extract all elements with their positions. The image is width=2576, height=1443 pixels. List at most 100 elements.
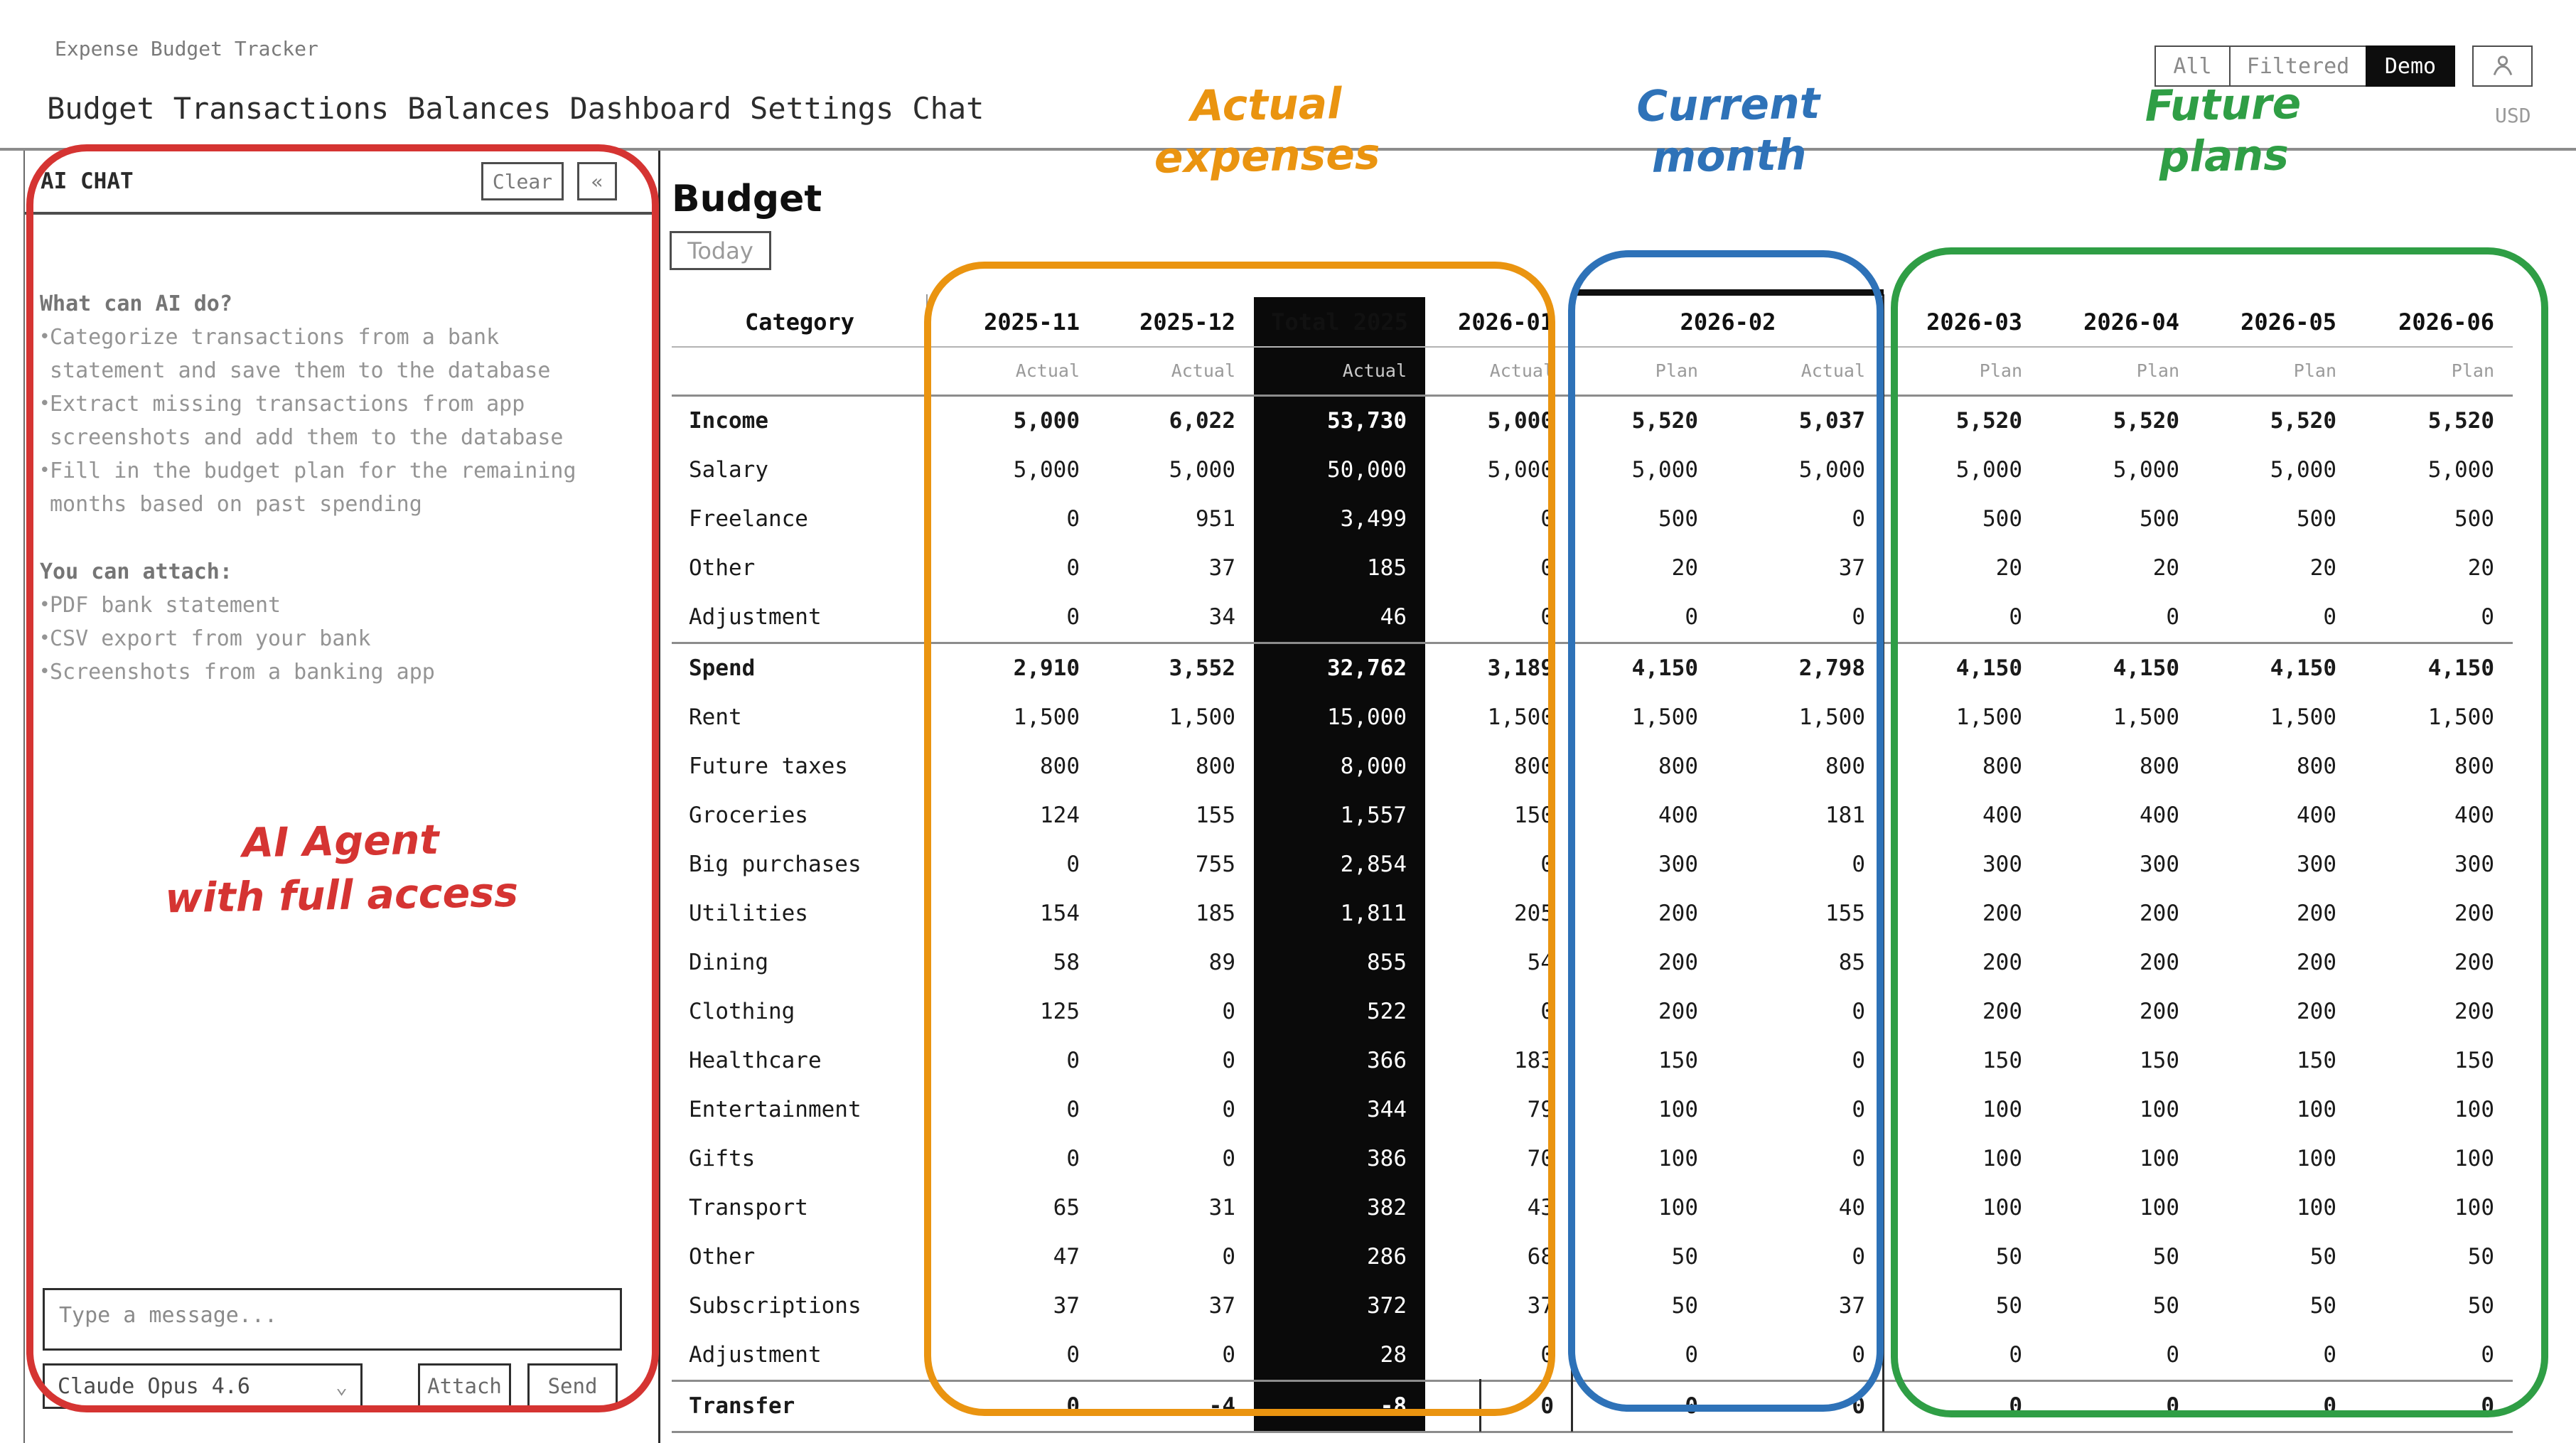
value-cell[interactable]: 50 <box>2152 1292 2180 1319</box>
value-cell[interactable]: 181 <box>1825 802 1866 828</box>
value-cell[interactable]: 0 <box>2323 1341 2337 1368</box>
value-cell[interactable]: 800 <box>2454 753 2495 779</box>
value-cell[interactable]: 400 <box>2454 802 2495 828</box>
value-cell[interactable]: 300 <box>1658 851 1698 877</box>
value-cell[interactable]: 50 <box>1995 1292 2023 1319</box>
value-cell[interactable]: 200 <box>2454 900 2495 926</box>
value-cell[interactable]: 800 <box>1982 753 2023 779</box>
value-cell[interactable]: 1,500 <box>1013 704 1080 730</box>
value-cell[interactable]: 150 <box>2140 1047 2180 1073</box>
chat-message-input[interactable] <box>43 1288 622 1351</box>
value-cell[interactable]: 2,854 <box>1254 839 1425 889</box>
value-cell[interactable]: 755 <box>1196 851 1235 877</box>
value-cell[interactable]: 0 <box>2166 1341 2180 1368</box>
value-cell[interactable]: 200 <box>2297 900 2337 926</box>
value-cell[interactable]: 46 <box>1254 592 1425 643</box>
value-cell[interactable]: 0 <box>1685 1341 1698 1368</box>
value-cell[interactable]: 300 <box>2454 851 2495 877</box>
value-cell[interactable]: 800 <box>2140 753 2180 779</box>
value-cell[interactable]: 20 <box>2152 554 2180 581</box>
value-cell[interactable]: 400 <box>1658 802 1698 828</box>
value-cell[interactable]: 3,499 <box>1254 494 1425 544</box>
value-cell[interactable]: 150 <box>2454 1047 2495 1073</box>
value-cell[interactable]: 0 <box>1852 1243 1866 1270</box>
value-cell[interactable]: 154 <box>1040 900 1080 926</box>
value-cell[interactable]: 155 <box>1196 802 1235 828</box>
value-cell[interactable]: 20 <box>2309 554 2337 581</box>
value-cell[interactable]: 366 <box>1254 1036 1425 1085</box>
value-cell[interactable]: 155 <box>1825 900 1866 926</box>
value-cell[interactable]: 1,500 <box>2270 704 2337 730</box>
value-cell[interactable]: 205 <box>1514 900 1554 926</box>
value-cell[interactable]: 522 <box>1254 987 1425 1036</box>
value-cell[interactable]: 100 <box>2454 1145 2495 1171</box>
value-cell[interactable]: 0 <box>2323 604 2337 630</box>
value-cell[interactable]: 1,500 <box>1631 704 1698 730</box>
value-cell[interactable]: 386 <box>1254 1134 1425 1184</box>
value-cell[interactable]: 37 <box>1208 554 1235 581</box>
value-cell[interactable]: 150 <box>1982 1047 2023 1073</box>
value-cell[interactable]: 400 <box>2297 802 2337 828</box>
value-cell[interactable]: 5,520 <box>2113 407 2180 434</box>
value-cell[interactable]: 1,500 <box>2113 704 2180 730</box>
value-cell[interactable]: 20 <box>1671 554 1698 581</box>
value-cell[interactable]: 50 <box>1671 1292 1698 1319</box>
value-cell[interactable]: 0 <box>1066 851 1080 877</box>
value-cell[interactable]: 0 <box>2041 1379 2199 1433</box>
value-cell[interactable]: 5,000 <box>1798 456 1866 483</box>
value-cell[interactable]: 4,150 <box>1884 641 2041 693</box>
value-cell[interactable]: 200 <box>2297 998 2337 1024</box>
value-cell[interactable]: 200 <box>2140 900 2180 926</box>
value-cell[interactable]: 200 <box>2454 998 2495 1024</box>
value-cell[interactable]: 200 <box>2140 998 2180 1024</box>
value-cell[interactable]: 37 <box>1838 554 1866 581</box>
value-cell[interactable]: 53,730 <box>1254 395 1425 446</box>
value-cell[interactable]: 0 <box>1066 1096 1080 1122</box>
user-button[interactable] <box>2472 45 2533 87</box>
value-cell[interactable]: 400 <box>2140 802 2180 828</box>
value-cell[interactable]: 0 <box>1066 554 1080 581</box>
value-cell[interactable]: 200 <box>1658 949 1698 975</box>
value-cell[interactable]: 5,000 <box>1487 407 1554 434</box>
chat-clear-button[interactable]: Clear <box>481 162 564 200</box>
value-cell[interactable]: 28 <box>1254 1330 1425 1380</box>
value-cell[interactable]: 0 <box>2481 604 2495 630</box>
value-cell[interactable]: 4,150 <box>2355 641 2513 693</box>
value-cell[interactable]: 50 <box>1995 1243 2023 1270</box>
value-cell[interactable]: 0 <box>1222 998 1235 1024</box>
value-cell[interactable]: 300 <box>1982 851 2023 877</box>
value-cell[interactable]: 0 <box>1685 604 1698 630</box>
value-cell[interactable]: 800 <box>1196 753 1235 779</box>
value-cell[interactable]: 200 <box>1982 998 2023 1024</box>
value-cell[interactable]: 5,000 <box>2113 456 2180 483</box>
value-cell[interactable]: 800 <box>1514 753 1554 779</box>
value-cell[interactable]: 400 <box>1982 802 2023 828</box>
value-cell[interactable]: 100 <box>2454 1194 2495 1221</box>
value-cell[interactable]: 100 <box>2140 1194 2180 1221</box>
value-cell[interactable]: 200 <box>1982 949 2023 975</box>
value-cell[interactable]: 1,500 <box>1169 704 1235 730</box>
value-cell[interactable]: 65 <box>1053 1194 1080 1221</box>
value-cell[interactable]: 37 <box>1053 1292 1080 1319</box>
value-cell[interactable]: 100 <box>1658 1194 1698 1221</box>
value-cell[interactable]: 855 <box>1254 938 1425 987</box>
value-cell[interactable]: 150 <box>2297 1047 2337 1073</box>
value-cell[interactable]: 1,500 <box>2427 704 2495 730</box>
value-cell[interactable]: 0 <box>1852 604 1866 630</box>
today-button[interactable]: Today <box>670 231 771 270</box>
value-cell[interactable]: 4,150 <box>2198 641 2356 693</box>
value-cell[interactable]: 50 <box>2467 1243 2495 1270</box>
value-cell[interactable]: 200 <box>1658 900 1698 926</box>
nav-item-budget[interactable]: Budget <box>47 91 155 126</box>
value-cell[interactable]: 800 <box>1040 753 1080 779</box>
value-cell[interactable]: 372 <box>1254 1281 1425 1331</box>
scope-button-all[interactable]: All <box>2154 45 2231 87</box>
value-cell[interactable]: 344 <box>1254 1085 1425 1134</box>
value-cell[interactable]: 150 <box>1658 1047 1698 1073</box>
value-cell[interactable]: 800 <box>1658 753 1698 779</box>
value-cell[interactable]: 5,520 <box>1955 407 2023 434</box>
value-cell[interactable]: 50 <box>1671 1243 1698 1270</box>
value-cell[interactable]: 5,000 <box>2270 456 2337 483</box>
value-cell[interactable]: 125 <box>1040 998 1080 1024</box>
value-cell[interactable]: -4 <box>1098 1379 1254 1433</box>
